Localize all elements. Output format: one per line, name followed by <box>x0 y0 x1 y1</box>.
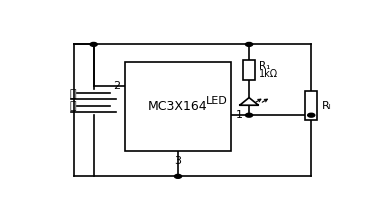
Circle shape <box>246 113 253 117</box>
Circle shape <box>308 113 315 117</box>
Text: MC3X164: MC3X164 <box>148 100 208 113</box>
Circle shape <box>175 175 181 178</box>
Text: Rₗ: Rₗ <box>322 101 331 111</box>
Text: LED: LED <box>206 96 228 106</box>
Text: 电: 电 <box>70 89 76 99</box>
Bar <box>305 91 317 120</box>
Text: R₁: R₁ <box>259 61 271 71</box>
Circle shape <box>90 42 97 46</box>
Bar <box>243 60 255 80</box>
Text: 2: 2 <box>113 81 120 91</box>
Text: 1: 1 <box>236 110 243 120</box>
Text: 1kΩ: 1kΩ <box>259 69 278 79</box>
Bar <box>125 62 231 151</box>
Circle shape <box>246 42 253 46</box>
Polygon shape <box>240 98 258 105</box>
Text: 池: 池 <box>70 101 76 111</box>
Text: 3: 3 <box>175 156 181 166</box>
